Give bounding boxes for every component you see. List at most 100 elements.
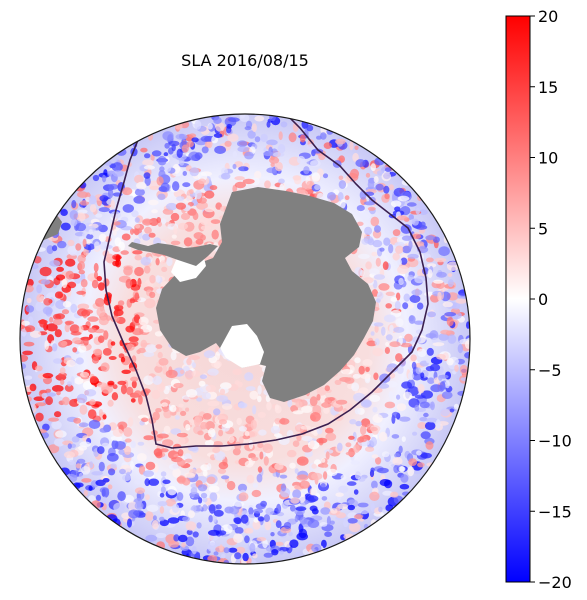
anomaly-cell (71, 436, 80, 443)
anomaly-cell (457, 344, 464, 354)
anomaly-cell (76, 290, 86, 295)
anomaly-cell (372, 406, 378, 413)
anomaly-cell (270, 532, 275, 537)
anomaly-cell (198, 197, 207, 204)
anomaly-cell (131, 380, 137, 389)
anomaly-cell (249, 542, 256, 553)
anomaly-cell (209, 492, 218, 502)
anomaly-cell (81, 466, 91, 475)
anomaly-cell (99, 427, 109, 433)
anomaly-cell (393, 464, 400, 474)
anomaly-cell (200, 492, 208, 499)
anomaly-cell (143, 351, 155, 357)
anomaly-cell (69, 210, 79, 220)
anomaly-cell (396, 365, 404, 374)
colorbar-tick-label: 20 (538, 7, 558, 26)
anomaly-cell (232, 368, 242, 376)
anomaly-cell (408, 214, 414, 221)
anomaly-cell (238, 166, 249, 172)
anomaly-cell (389, 341, 401, 348)
anomaly-cell (432, 337, 439, 343)
anomaly-cell (205, 421, 215, 431)
anomaly-cell (201, 146, 209, 154)
anomaly-cell (165, 498, 176, 507)
anomaly-cell (107, 380, 115, 386)
anomaly-cell (297, 155, 306, 164)
anomaly-cell (74, 482, 84, 488)
anomaly-cell (57, 240, 67, 249)
anomaly-cell (68, 459, 75, 466)
antarctic-peninsula (128, 242, 218, 266)
anomaly-cell (65, 258, 76, 267)
anomaly-cell (414, 404, 420, 412)
anomaly-cell (123, 427, 133, 437)
anomaly-cell (397, 258, 403, 266)
anomaly-cell (200, 135, 212, 142)
anomaly-cell (194, 415, 203, 425)
anomaly-cell (323, 463, 329, 468)
anomaly-cell (426, 347, 434, 356)
anomaly-cell (144, 494, 150, 501)
anomaly-cell (207, 555, 218, 563)
anomaly-cell (95, 213, 103, 218)
anomaly-cell (294, 468, 299, 474)
anomaly-cell (417, 462, 425, 468)
anomaly-cell (316, 387, 327, 396)
anomaly-cell (112, 170, 124, 177)
anomaly-cell (78, 472, 83, 479)
anomaly-cell (244, 431, 250, 437)
anomaly-cell (217, 413, 229, 422)
anomaly-cell (371, 480, 378, 489)
anomaly-cell (116, 148, 127, 156)
anomaly-cell (354, 145, 359, 151)
anomaly-cell (274, 418, 281, 425)
anomaly-cell (459, 364, 468, 375)
anomaly-cell (248, 507, 254, 516)
anomaly-cell (144, 298, 156, 309)
anomaly-cell (72, 337, 82, 344)
anomaly-cell (435, 419, 441, 429)
anomaly-cell (309, 440, 315, 448)
anomaly-cell (51, 420, 62, 430)
anomaly-cell (356, 221, 364, 226)
anomaly-cell (412, 233, 422, 239)
anomaly-cell (126, 386, 134, 396)
anomaly-cell (99, 195, 109, 202)
anomaly-cell (373, 274, 386, 280)
anomaly-cell (449, 408, 455, 413)
anomaly-cell (279, 474, 288, 479)
anomaly-cell (159, 506, 165, 514)
anomaly-cell (384, 347, 390, 354)
anomaly-cell (196, 468, 202, 474)
anomaly-cell (455, 298, 467, 304)
anomaly-cell (149, 218, 159, 226)
anomaly-cell (22, 350, 33, 356)
anomaly-cell (221, 553, 226, 559)
anomaly-cell (143, 172, 151, 179)
anomaly-cell (436, 271, 447, 278)
anomaly-cell (232, 163, 237, 170)
anomaly-cell (213, 116, 222, 125)
anomaly-cell (392, 457, 403, 466)
anomaly-cell (369, 491, 380, 501)
anomaly-cell (140, 147, 148, 153)
anomaly-cell (425, 441, 434, 450)
anomaly-cell (151, 209, 159, 214)
anomaly-cell (392, 252, 400, 261)
anomaly-cell (444, 312, 457, 317)
anomaly-cell (76, 393, 88, 404)
anomaly-cell (378, 283, 390, 291)
anomaly-cell (395, 245, 404, 254)
anomaly-cell (229, 506, 240, 515)
anomaly-cell (252, 520, 261, 530)
anomaly-cell (384, 401, 396, 409)
anomaly-cell (213, 133, 223, 139)
anomaly-cell (69, 251, 78, 256)
anomaly-cell (391, 434, 400, 439)
anomaly-cell (185, 424, 191, 431)
anomaly-cell (388, 184, 394, 191)
anomaly-cell (371, 289, 378, 297)
anomaly-cell (447, 273, 453, 277)
anomaly-cell (307, 495, 319, 502)
anomaly-cell (326, 516, 331, 526)
